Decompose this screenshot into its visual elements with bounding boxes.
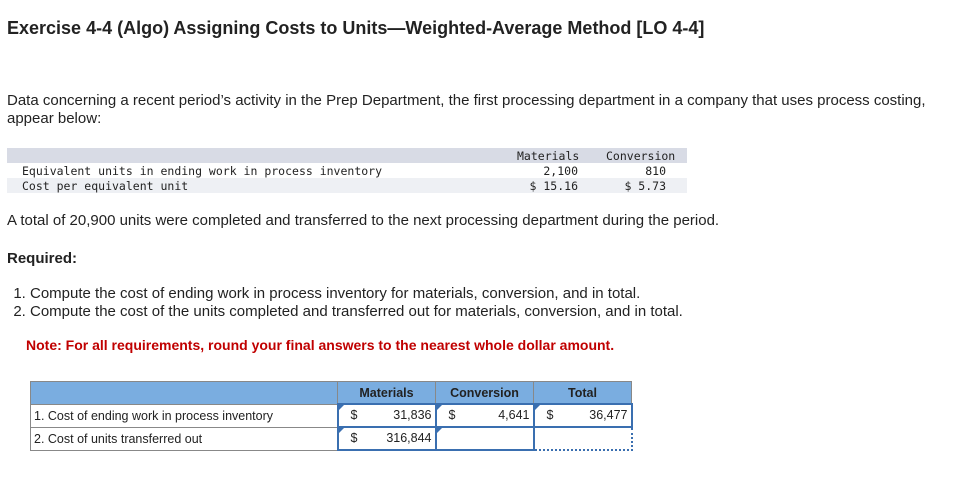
header-conversion: Conversion	[606, 149, 676, 163]
value-conversion: $ 5.73	[624, 179, 666, 193]
answer-table: Materials Conversion Total 1. Cost of endi…	[30, 381, 633, 451]
row-label: 1. Cost of ending work in process invent…	[30, 403, 338, 428]
row-label: Cost per equivalent unit	[22, 179, 189, 193]
ending-wip-total-input[interactable]: $36,477	[532, 403, 633, 428]
value: 316,844	[386, 431, 432, 445]
value: 4,641	[498, 408, 530, 422]
requirement-1: Compute the cost of ending work in proce…	[30, 285, 683, 303]
value-conversion: 810	[645, 164, 666, 178]
value-materials: $ 15.16	[529, 179, 578, 193]
currency: $	[350, 431, 358, 445]
value: 36,477	[589, 408, 628, 422]
transferred-materials-input[interactable]: $316,844	[336, 426, 437, 451]
value: 31,836	[393, 408, 432, 422]
header-conversion: Conversion	[435, 381, 534, 405]
page-title: Exercise 4-4 (Algo) Assigning Costs to U…	[7, 18, 705, 38]
transferred-conversion-input[interactable]	[434, 426, 535, 451]
intro-text: Data concerning a recent period’s activi…	[7, 92, 926, 127]
header-total: Total	[533, 381, 632, 405]
currency: $	[448, 408, 456, 422]
transferred-total-input[interactable]	[532, 426, 633, 451]
row-label: Equivalent units in ending work in proce…	[22, 164, 383, 178]
note: Note: For all requirements, round your f…	[26, 337, 615, 353]
ending-wip-materials-input[interactable]: $31,836	[336, 403, 437, 428]
currency: $	[546, 408, 554, 422]
required-label: Required:	[7, 250, 78, 267]
requirements-list: Compute the cost of ending work in proce…	[10, 285, 683, 321]
header-materials: Materials	[517, 149, 580, 163]
requirement-2: Compute the cost of the units completed …	[30, 303, 683, 321]
ending-wip-conversion-input[interactable]: $4,641	[434, 403, 535, 428]
row-label: 2. Cost of units transferred out	[30, 426, 338, 451]
currency: $	[350, 408, 358, 422]
header-blank	[30, 381, 338, 405]
value-materials: 2,100	[543, 164, 578, 178]
data-table: Materials Conversion Equivalent units in …	[7, 148, 687, 193]
header-materials: Materials	[337, 381, 436, 405]
statement: A total of 20,900 units were completed a…	[7, 212, 720, 229]
